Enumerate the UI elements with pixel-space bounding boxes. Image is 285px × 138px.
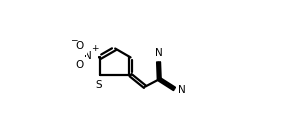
Text: O: O <box>76 41 84 51</box>
Text: N: N <box>155 48 162 58</box>
Text: −: − <box>70 35 77 44</box>
Text: +: + <box>91 44 99 53</box>
Text: O: O <box>75 60 84 70</box>
Text: S: S <box>96 80 102 90</box>
Text: N: N <box>178 85 186 95</box>
Text: N: N <box>84 51 92 61</box>
